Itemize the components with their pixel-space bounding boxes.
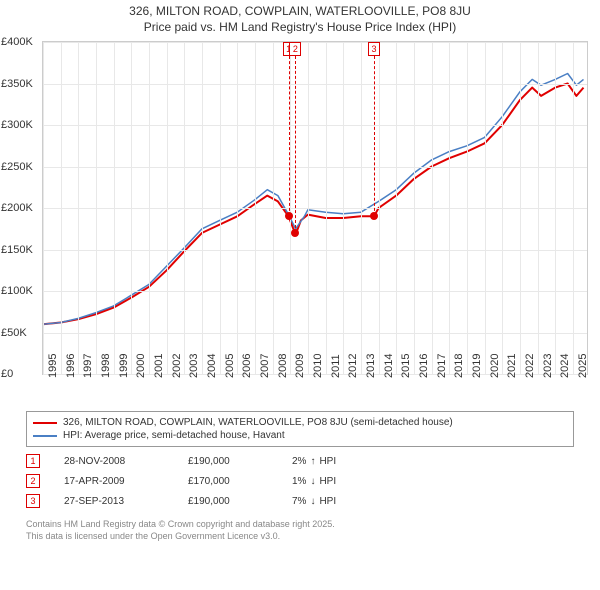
gridline-x [485,42,486,374]
arrow-down-icon: ↓ [310,476,315,487]
credits: Contains HM Land Registry data © Crown c… [26,519,574,542]
plot-region: £0£50K£100K£150K£200K£250K£300K£350K£400… [42,41,588,375]
legend-item: HPI: Average price, semi-detached house,… [33,429,567,442]
gridline-x [149,42,150,374]
gridline-x [255,42,256,374]
sale-marker-index: 3 [368,42,380,56]
sale-marker-dot [291,229,299,237]
gridline-x [167,42,168,374]
hpi-label: HPI [319,496,336,507]
arrow-down-icon: ↓ [310,496,315,507]
gridline-x [273,42,274,374]
sale-row: 3 27-SEP-2013 £190,000 7% ↓ HPI [26,491,574,511]
gridline-x [396,42,397,374]
y-axis-tick-label: £350K [1,78,33,90]
gridline-x [520,42,521,374]
sales-table: 1 28-NOV-2008 £190,000 2% ↑ HPI 2 17-APR-2009 £1… [26,451,574,511]
sale-date: 28-NOV-2008 [64,456,164,467]
gridline-x [290,42,291,374]
chart-container: 326, MILTON ROAD, COWPLAIN, WATERLOOVILL… [0,0,600,590]
y-axis-tick-label: £0 [1,368,13,380]
hpi-label: HPI [319,456,336,467]
legend-swatch [33,435,57,437]
sale-diff-vs-hpi: 7% ↓ HPI [292,496,336,507]
y-axis-tick-label: £250K [1,161,33,173]
sale-row: 2 17-APR-2009 £170,000 1% ↓ HPI [26,471,574,491]
gridline-x [61,42,62,374]
gridline-x [220,42,221,374]
gridline-x [502,42,503,374]
gridline-x [131,42,132,374]
sale-price: £190,000 [188,496,268,507]
y-axis-tick-label: £200K [1,202,33,214]
sale-diff-pct: 2% [292,456,306,467]
gridline-y [43,250,587,251]
gridline-x [308,42,309,374]
legend-label: HPI: Average price, semi-detached house,… [63,430,285,441]
gridline-x [343,42,344,374]
y-axis-tick-label: £150K [1,244,33,256]
legend: 326, MILTON ROAD, COWPLAIN, WATERLOOVILL… [26,411,574,447]
gridline-y [43,333,587,334]
sale-marker-line [295,56,296,233]
chart-title: 326, MILTON ROAD, COWPLAIN, WATERLOOVILL… [0,0,600,35]
chart-area: £0£50K£100K£150K£200K£250K£300K£350K£400… [42,35,588,405]
gridline-x [414,42,415,374]
sale-diff-pct: 1% [292,476,306,487]
title-line-2: Price paid vs. HM Land Registry's House … [0,20,600,36]
sale-marker-dot [370,212,378,220]
sale-diff-pct: 7% [292,496,306,507]
y-axis-tick-label: £50K [1,327,27,339]
gridline-x [43,42,44,374]
gridline-x [96,42,97,374]
gridline-x [78,42,79,374]
sale-date: 17-APR-2009 [64,476,164,487]
sale-row-index: 3 [26,494,40,508]
gridline-x [432,42,433,374]
y-axis-tick-label: £300K [1,119,33,131]
sale-row: 1 28-NOV-2008 £190,000 2% ↑ HPI [26,451,574,471]
sale-marker-line [289,56,290,216]
arrow-up-icon: ↑ [310,456,315,467]
sale-marker-index: 2 [289,42,301,56]
legend-swatch [33,422,57,424]
gridline-x [379,42,380,374]
gridline-x [184,42,185,374]
gridline-y [43,167,587,168]
sale-date: 27-SEP-2013 [64,496,164,507]
gridline-y [43,291,587,292]
gridline-y [43,42,587,43]
title-line-1: 326, MILTON ROAD, COWPLAIN, WATERLOOVILL… [0,4,600,20]
legend-label: 326, MILTON ROAD, COWPLAIN, WATERLOOVILL… [63,417,453,428]
gridline-y [43,208,587,209]
gridline-x [326,42,327,374]
gridline-x [237,42,238,374]
sale-row-index: 2 [26,474,40,488]
gridline-x [202,42,203,374]
sale-price: £190,000 [188,456,268,467]
sale-diff-vs-hpi: 1% ↓ HPI [292,476,336,487]
sale-diff-vs-hpi: 2% ↑ HPI [292,456,336,467]
gridline-x [538,42,539,374]
hpi-label: HPI [319,476,336,487]
gridline-y [43,125,587,126]
legend-item: 326, MILTON ROAD, COWPLAIN, WATERLOOVILL… [33,416,567,429]
sale-price: £170,000 [188,476,268,487]
credits-line-1: Contains HM Land Registry data © Crown c… [26,519,574,531]
sale-marker-line [374,56,375,216]
y-axis-tick-label: £400K [1,36,33,48]
gridline-x [467,42,468,374]
y-axis-tick-label: £100K [1,285,33,297]
gridline-x [361,42,362,374]
sale-row-index: 1 [26,454,40,468]
gridline-x [573,42,574,374]
gridline-x [114,42,115,374]
gridline-x [555,42,556,374]
gridline-y [43,84,587,85]
credits-line-2: This data is licensed under the Open Gov… [26,531,574,543]
gridline-x [449,42,450,374]
sale-marker-dot [285,212,293,220]
